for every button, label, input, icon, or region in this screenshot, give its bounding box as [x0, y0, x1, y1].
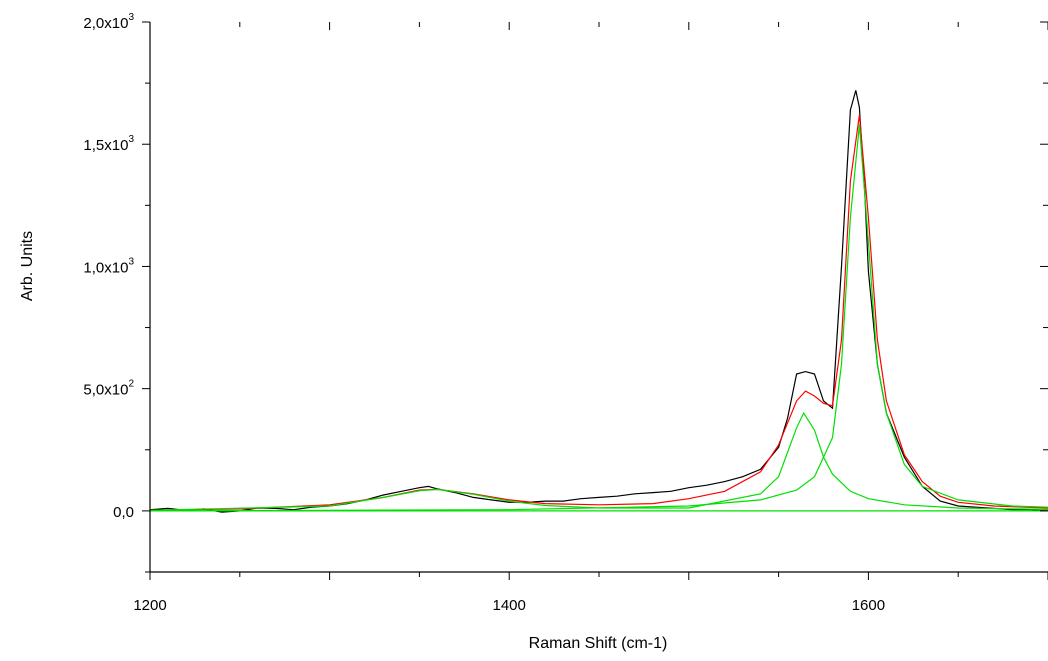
- y-tick-label: 0,0: [113, 504, 134, 521]
- x-axis-title: Raman Shift (cm-1): [529, 635, 668, 652]
- axes-layer: 1200 1400 1600 0,0 5,0x102 1,0x103 1,5x103 2,0x…: [83, 12, 1048, 614]
- x-tick-label: 1600: [852, 597, 885, 614]
- y-tick-label: 2,0x103: [83, 12, 134, 32]
- y-tick-label: 5,0x102: [83, 379, 134, 399]
- y-tick-label: 1,5x103: [83, 134, 134, 154]
- series-line-component-2: [149, 411, 1048, 511]
- series-line-component-3: [149, 124, 1048, 512]
- x-tick-label: 1400: [493, 597, 526, 614]
- series-line-measured-0: [149, 90, 1048, 513]
- series-line-fit-1: [149, 114, 1048, 511]
- y-tick-label: 1,0x103: [83, 256, 134, 276]
- y-axis-title: Arb. Units: [19, 231, 36, 301]
- series-layer: [149, 90, 1048, 513]
- x-tick-label: 1200: [133, 597, 166, 614]
